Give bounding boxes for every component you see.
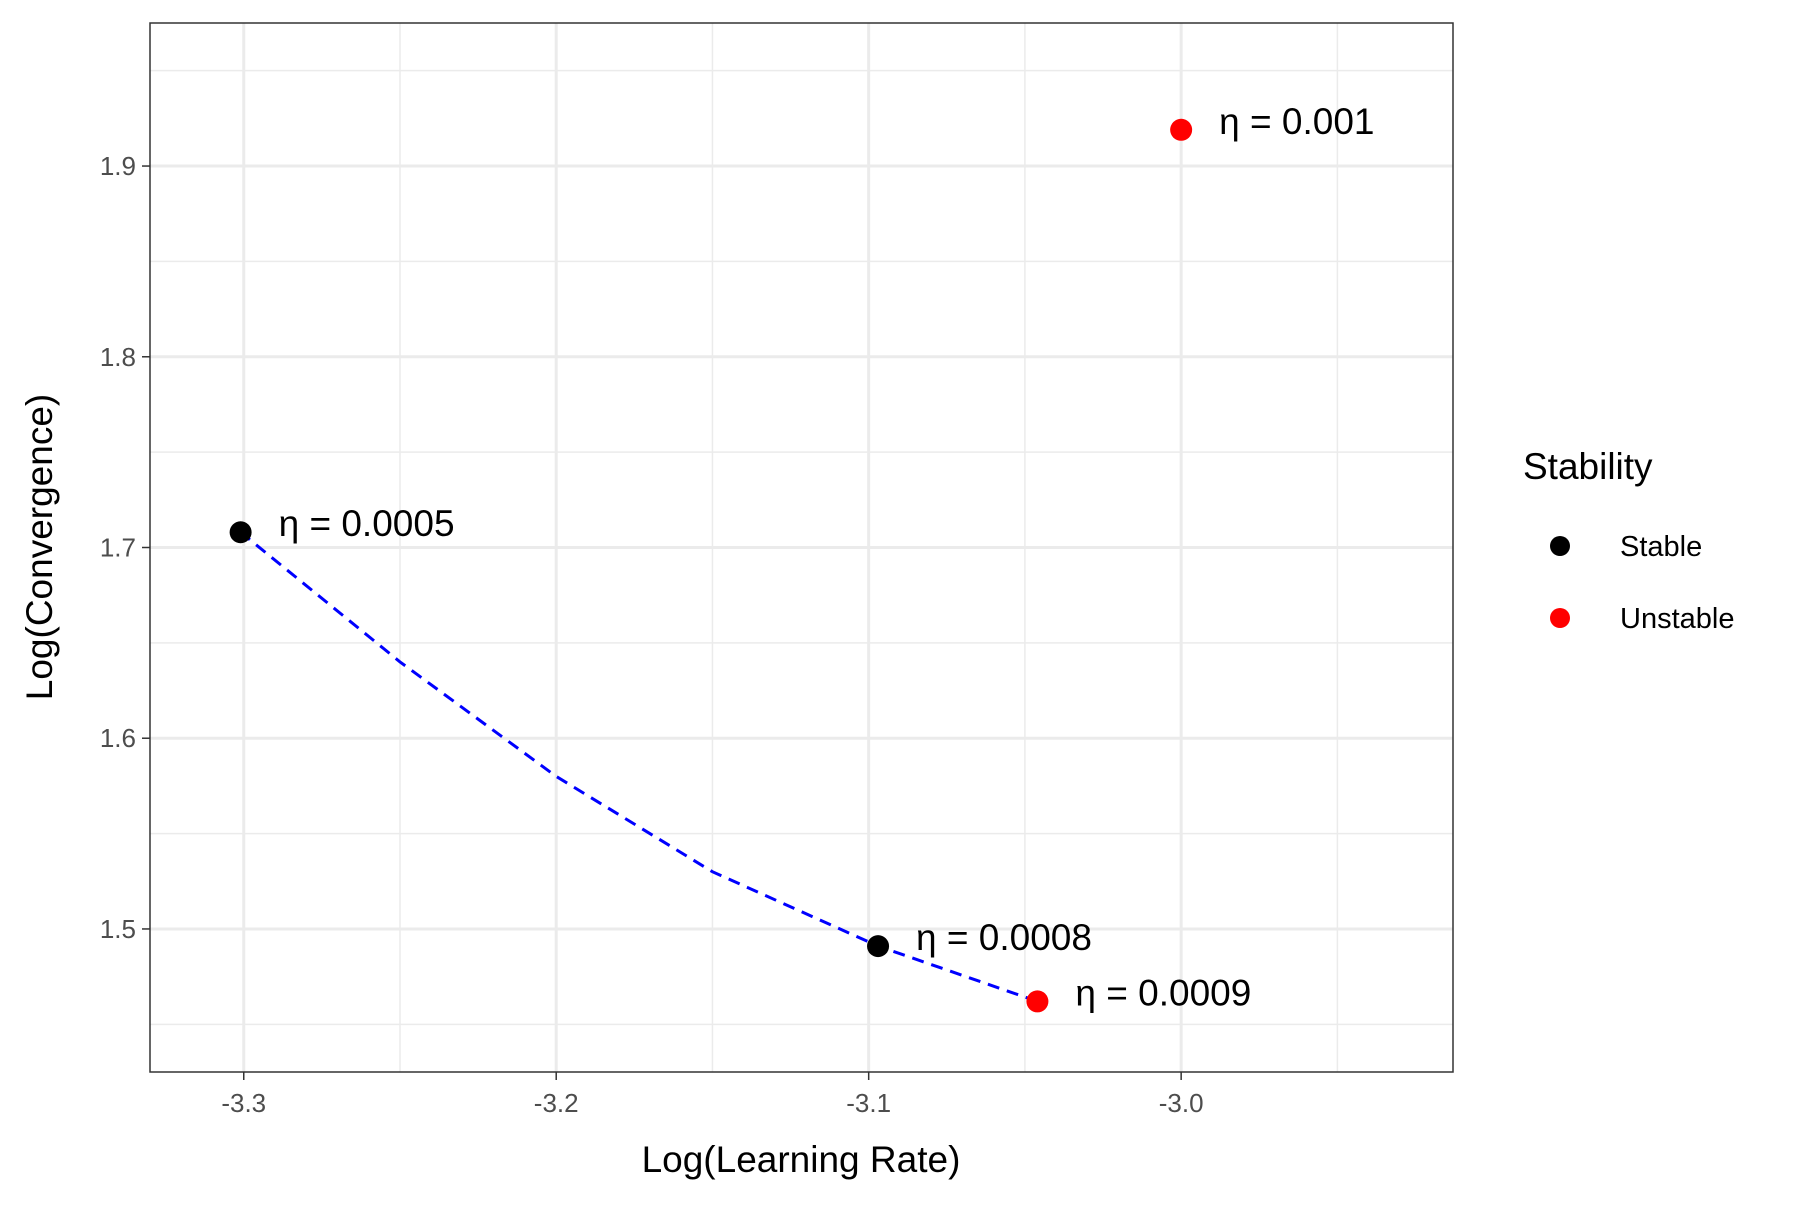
data-point-stable [229,521,252,544]
trend-line [239,531,1038,1003]
major-grid [150,23,1453,1072]
x-tick-label: -3.1 [846,1088,891,1118]
legend-title: Stability [1523,446,1653,487]
legend-label-unstable: Unstable [1620,603,1734,635]
x-axis: -3.3 -3.2 -3.1 -3.0 [221,1072,1204,1118]
y-tick-label: 1.9 [100,151,136,181]
point-label: η = 0.0005 [279,503,455,544]
point-labels: η = 0.0005 η = 0.0008 η = 0.0009 η = 0.001 [279,101,1375,1014]
y-tick-label: 1.8 [100,342,136,372]
points-layer [229,118,1193,1013]
x-axis-title: Log(Learning Rate) [642,1139,961,1180]
data-point-unstable [1026,990,1049,1013]
data-point-stable [867,935,890,958]
legend-key-stable [1550,536,1570,556]
legend: Stability Stable Unstable [1523,446,1734,635]
y-tick-label: 1.7 [100,533,136,563]
legend-label-stable: Stable [1620,531,1702,563]
point-label: η = 0.0009 [1075,972,1251,1013]
data-point-unstable [1170,118,1193,141]
y-axis-title: Log(Convergence) [19,394,60,700]
legend-key-unstable [1550,608,1570,628]
y-tick-label: 1.5 [100,914,136,944]
y-axis: 1.5 1.6 1.7 1.8 1.9 [100,151,150,944]
x-tick-label: -3.0 [1159,1088,1204,1118]
x-tick-label: -3.3 [221,1088,266,1118]
point-label: η = 0.0008 [916,917,1092,958]
x-tick-label: -3.2 [534,1088,579,1118]
y-tick-label: 1.6 [100,723,136,753]
point-label: η = 0.001 [1219,101,1374,142]
